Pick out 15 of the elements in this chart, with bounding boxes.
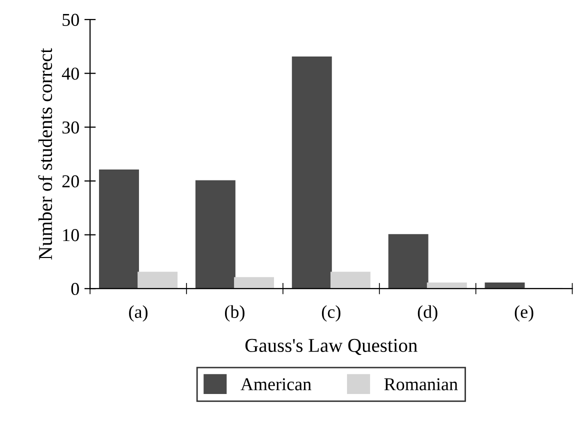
x-tick-label: (c) <box>322 305 340 322</box>
y-tick-label: 10 <box>63 229 79 242</box>
y-tick-label: 0 <box>71 282 79 296</box>
y-axis-title: Number of students correct <box>38 48 52 260</box>
x-tick-label: (a) <box>129 305 148 322</box>
y-tick-label: 50 <box>62 14 79 26</box>
x-tick-label: (e) <box>514 305 534 322</box>
y-tick-label: 30 <box>62 121 79 134</box>
legend-label: American <box>240 378 312 390</box>
legend-label: Romanian <box>384 378 458 390</box>
x-axis-title: Gauss's Law Question <box>245 338 418 355</box>
x-tick-label: (b) <box>224 305 244 322</box>
y-tick-label: 40 <box>62 68 79 80</box>
x-tick-label: (d) <box>418 305 438 322</box>
y-tick-label: 20 <box>62 175 79 188</box>
